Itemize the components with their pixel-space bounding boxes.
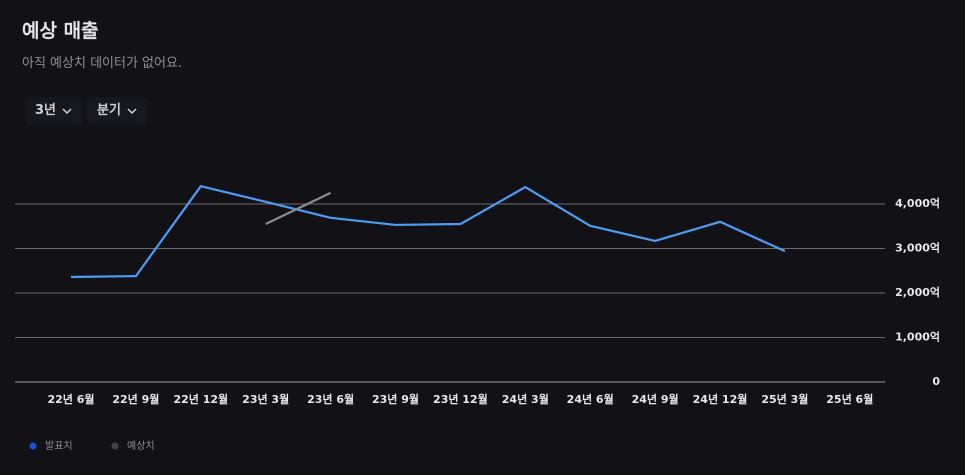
- chevron: [127, 108, 137, 114]
- x-tick-label: 23년 12월: [433, 392, 488, 406]
- y-tick-label: 4,000억: [895, 197, 940, 210]
- interval-dropdown[interactable]: 분기: [87, 97, 147, 125]
- subtitle: 아직 예상치 데이터가 없어요.: [22, 56, 183, 71]
- x-tick-label: 23년 6월: [307, 392, 354, 406]
- y-tick-label: 3,000억: [895, 242, 940, 255]
- x-tick-label: 23년 3월: [242, 392, 289, 406]
- y-tick-label: 1,000억: [895, 331, 940, 344]
- label: 분기: [97, 103, 121, 118]
- x-tick-label: 23년 9월: [372, 392, 419, 406]
- x-tick-label: 24년 9월: [632, 392, 679, 406]
- legend-label: 예상치: [127, 440, 155, 452]
- title: 예상 매출: [22, 20, 99, 42]
- x-tick-label: 25년 6월: [826, 392, 873, 406]
- x-tick-label: 24년 3월: [502, 392, 549, 406]
- label: 3년: [35, 103, 57, 118]
- y-tick-label: 2,000억: [895, 286, 940, 299]
- x-tick-label: 24년 12월: [693, 392, 748, 406]
- legend-label: 발표치: [45, 440, 73, 452]
- series-line: [70, 185, 786, 279]
- x-tick-label: 24년 6월: [567, 392, 614, 406]
- chevron: [62, 108, 72, 114]
- x-tick-label: 22년 9월: [112, 392, 159, 406]
- series-line: [265, 191, 332, 226]
- x-tick-label: 22년 6월: [47, 392, 94, 406]
- y-tick-label: 0: [932, 375, 940, 388]
- x-tick-label: 22년 12월: [173, 392, 228, 406]
- x-tick-label: 25년 3월: [761, 392, 808, 406]
- legend-marker: [111, 442, 119, 450]
- legend-marker: [29, 442, 37, 450]
- period-dropdown[interactable]: 3년: [25, 97, 83, 125]
